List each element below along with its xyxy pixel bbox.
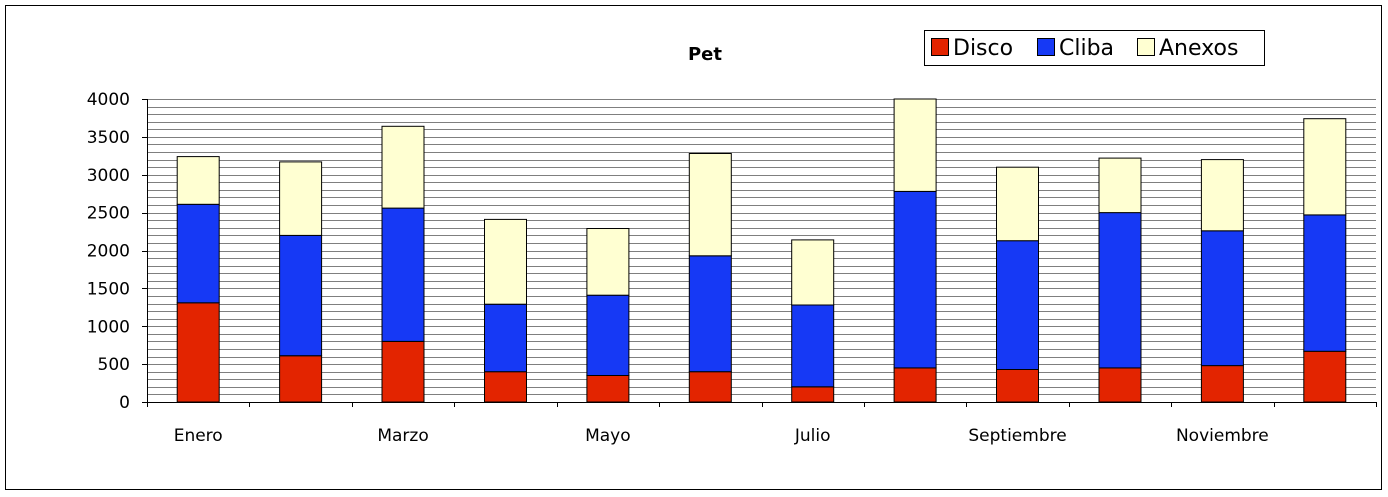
bar-cliba xyxy=(586,294,630,377)
y-tick-label: 0 xyxy=(119,393,130,413)
y-tick-label: 2000 xyxy=(87,242,130,262)
bar-disco xyxy=(688,371,732,403)
chart-title: Pet xyxy=(688,44,722,65)
y-tick-label: 2500 xyxy=(87,204,130,224)
legend-swatch-disco xyxy=(931,38,949,56)
bar-anexos xyxy=(279,161,323,236)
x-tick-label: Noviembre xyxy=(1176,426,1269,446)
y-tick-labels: 0 500 1000 1500 2000 2500 3000 3500 4000 xyxy=(87,90,130,413)
y-tick-label: 3500 xyxy=(87,128,130,148)
bar-cliba xyxy=(381,207,425,342)
legend-swatch-cliba xyxy=(1037,38,1055,56)
bar-anexos xyxy=(996,166,1039,242)
legend-label-disco: Disco xyxy=(953,36,1013,61)
bar-cliba xyxy=(893,190,937,369)
bar-disco xyxy=(279,355,323,403)
bar-anexos xyxy=(176,156,220,205)
legend-box xyxy=(924,30,1265,66)
bar-anexos xyxy=(791,239,835,306)
y-tick-label: 1000 xyxy=(87,317,130,337)
bar-cliba xyxy=(1098,212,1142,369)
x-tick-label: Marzo xyxy=(377,426,428,446)
bar-anexos xyxy=(586,228,630,296)
bar-anexos xyxy=(893,98,937,192)
bar-cliba xyxy=(1200,230,1244,367)
x-tick-label: Julio xyxy=(794,426,831,446)
bar-cliba xyxy=(176,203,220,304)
bar-disco xyxy=(484,371,527,403)
bars xyxy=(176,98,1347,403)
y-tick-label: 1500 xyxy=(87,279,130,299)
legend: Disco Cliba Anexos xyxy=(924,30,1265,66)
bar-cliba xyxy=(996,240,1039,370)
x-tick-label: Mayo xyxy=(585,426,631,446)
bar-anexos xyxy=(1098,157,1142,214)
bar-disco xyxy=(791,386,835,403)
bar-anexos xyxy=(1303,118,1347,216)
bar-disco xyxy=(176,302,220,403)
bar-disco xyxy=(996,368,1039,403)
y-tick-label: 4000 xyxy=(87,90,130,110)
x-tick-label: Enero xyxy=(174,426,223,446)
bar-cliba xyxy=(279,234,323,357)
axes xyxy=(142,99,1377,407)
bar-disco xyxy=(586,375,630,403)
legend-swatch-anexos xyxy=(1137,38,1155,56)
y-tick-label: 3000 xyxy=(87,166,130,186)
bar-disco xyxy=(1200,365,1244,403)
bar-disco xyxy=(1098,367,1142,403)
bar-anexos xyxy=(688,153,732,257)
y-tick-label: 500 xyxy=(98,355,130,375)
bar-disco xyxy=(893,367,937,403)
bar-disco xyxy=(381,340,425,403)
bar-anexos xyxy=(484,218,527,305)
gridlines xyxy=(147,99,1376,395)
bar-cliba xyxy=(484,303,527,373)
bar-disco xyxy=(1303,350,1347,403)
x-tick-labels: Enero Marzo Mayo Julio Septiembre Noviembre xyxy=(174,426,1269,446)
legend-label-cliba: Cliba xyxy=(1059,36,1114,61)
x-tick-label: Septiembre xyxy=(968,426,1066,446)
bar-anexos xyxy=(381,125,425,209)
bar-cliba xyxy=(1303,214,1347,352)
legend-label-anexos: Anexos xyxy=(1159,36,1238,61)
bar-cliba xyxy=(791,304,835,388)
bar-anexos xyxy=(1200,159,1244,232)
bar-cliba xyxy=(688,255,732,373)
